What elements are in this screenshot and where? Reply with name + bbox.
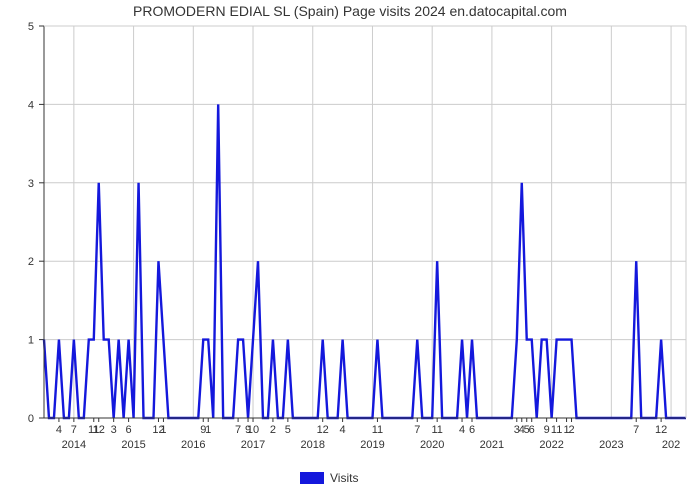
x-tick-minor-label: 4 <box>340 424 346 436</box>
x-tick-major-label: 202 <box>662 439 680 451</box>
legend-swatch <box>300 472 324 484</box>
y-tick-label: 0 <box>28 413 34 425</box>
legend: Visits <box>300 471 358 485</box>
chart-container: PROMODERN EDIAL SL (Spain) Page visits 2… <box>0 0 700 500</box>
x-tick-major-label: 2015 <box>121 439 145 451</box>
x-tick-major-label: 2018 <box>301 439 325 451</box>
y-tick-label: 3 <box>28 178 34 190</box>
y-tick-label: 2 <box>28 256 34 268</box>
x-tick-minor-label: 6 <box>126 424 132 436</box>
x-tick-major-label: 2014 <box>62 439 86 451</box>
x-axis: 4711123612191791025124117114634569111271… <box>56 418 680 451</box>
x-tick-minor-label: 5 <box>285 424 291 436</box>
y-tick-label: 5 <box>28 21 34 33</box>
x-tick-minor-label: 3 <box>111 424 117 436</box>
y-axis: 0 1 2 3 4 5 <box>28 21 44 425</box>
x-tick-minor-label: 4 <box>459 424 465 436</box>
x-tick-minor-label: 10 <box>247 424 259 436</box>
x-tick-major-label: 2016 <box>181 439 205 451</box>
legend-label: Visits <box>330 471 358 485</box>
x-tick-major-label: 2022 <box>539 439 563 451</box>
x-tick-minor-label: 7 <box>235 424 241 436</box>
x-tick-major-label: 2021 <box>480 439 504 451</box>
chart-title: PROMODERN EDIAL SL (Spain) Page visits 2… <box>133 3 567 19</box>
x-tick-minor-label: 9 <box>544 424 550 436</box>
x-tick-minor-label: 2 <box>270 424 276 436</box>
x-tick-minor-label: 4 <box>56 424 62 436</box>
x-tick-major-label: 2019 <box>360 439 384 451</box>
y-tick-label: 4 <box>28 99 34 111</box>
x-tick-minor-label: 11 <box>551 424 562 436</box>
x-tick-minor-label: 11 <box>431 424 442 436</box>
x-tick-minor-label: 1 <box>160 424 166 436</box>
x-tick-minor-label: 12 <box>317 424 329 436</box>
x-tick-minor-label: 7 <box>633 424 639 436</box>
x-tick-minor-label: 11 <box>372 424 383 436</box>
x-tick-minor-label: 7 <box>71 424 77 436</box>
x-tick-major-label: 2023 <box>599 439 623 451</box>
x-tick-minor-label: 2 <box>568 424 574 436</box>
x-tick-major-label: 2017 <box>241 439 265 451</box>
x-tick-minor-label: 12 <box>655 424 667 436</box>
x-tick-minor-label: 1 <box>205 424 211 436</box>
chart-svg: PROMODERN EDIAL SL (Spain) Page visits 2… <box>0 0 700 500</box>
x-tick-minor-label: 12 <box>93 424 105 436</box>
y-tick-label: 1 <box>28 335 34 347</box>
x-tick-minor-label: 6 <box>469 424 475 436</box>
x-tick-minor-label: 7 <box>414 424 420 436</box>
x-tick-major-label: 2020 <box>420 439 444 451</box>
x-tick-minor-label: 6 <box>529 424 535 436</box>
